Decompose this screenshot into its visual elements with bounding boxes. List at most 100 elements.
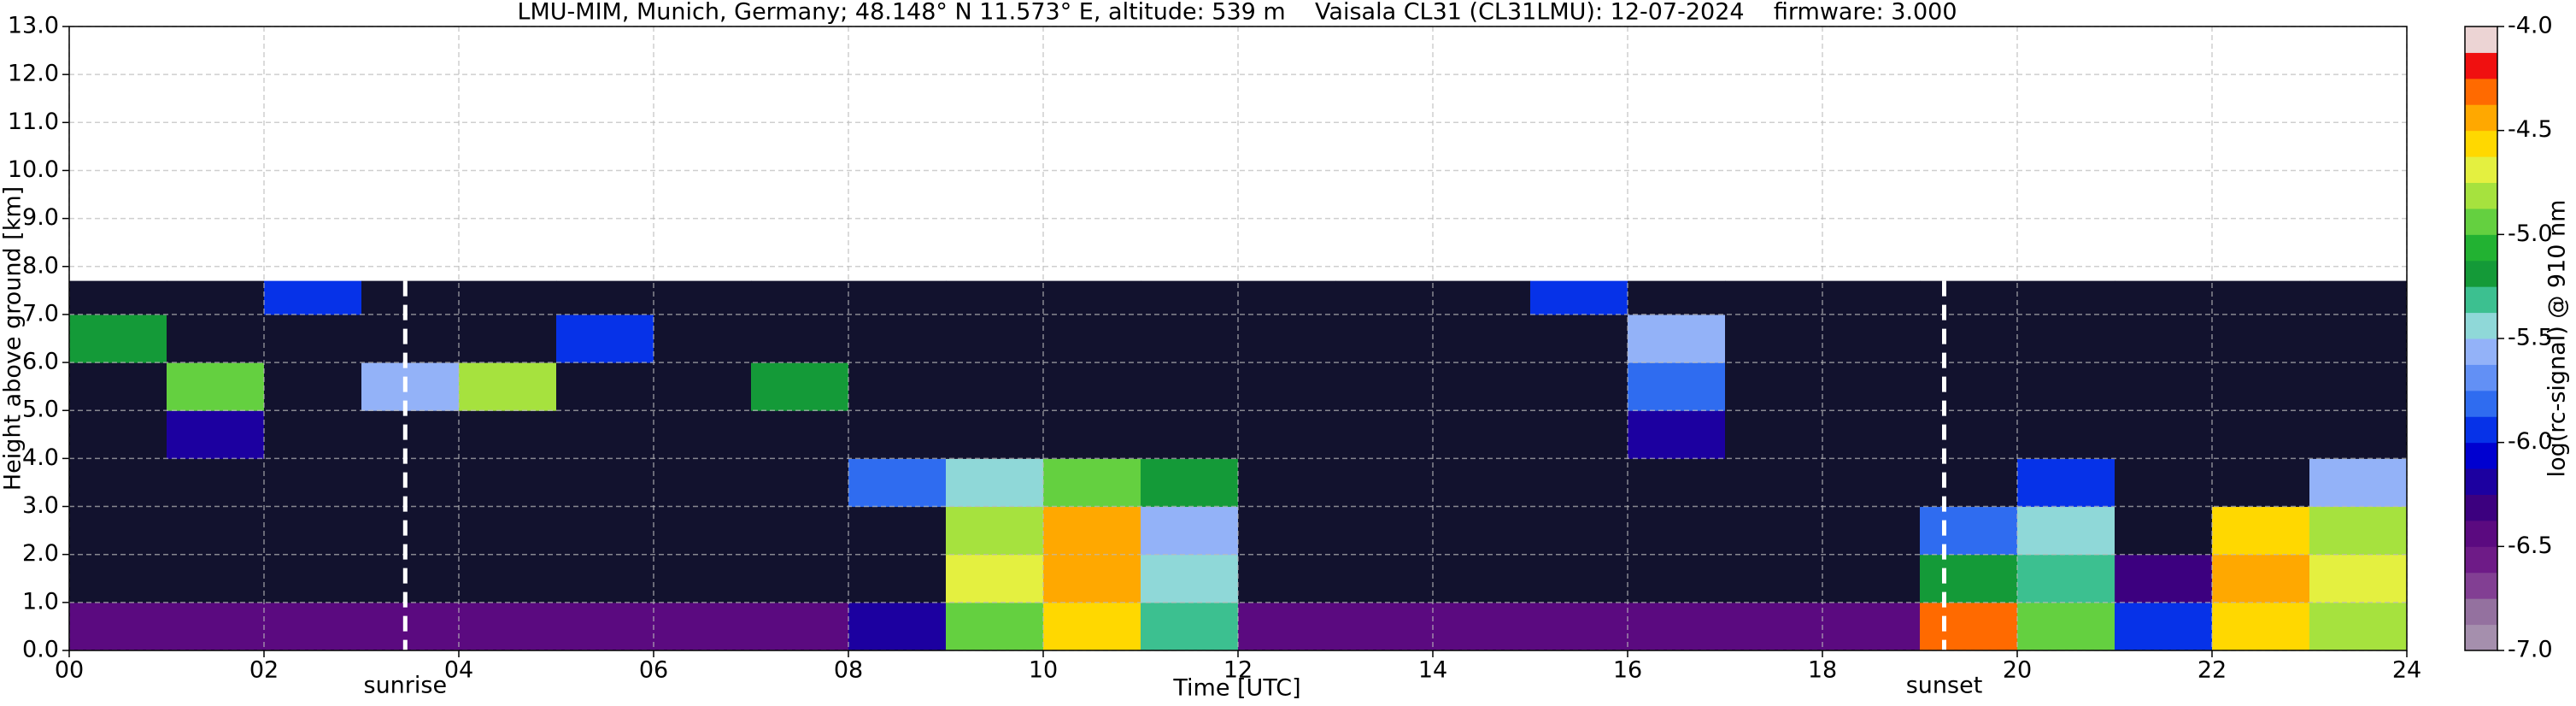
heatmap-cell bbox=[2017, 506, 2115, 556]
heatmap-cell bbox=[1141, 410, 1239, 459]
heatmap-cell bbox=[361, 602, 460, 651]
heatmap-cell bbox=[1238, 602, 1336, 651]
colorbar-tick-label: -5.5 bbox=[2508, 325, 2553, 351]
heatmap-cell bbox=[2017, 554, 2115, 603]
x-tick-label: 16 bbox=[1613, 657, 1642, 684]
x-axis-label: Time [UTC] bbox=[1172, 675, 1300, 702]
heatmap-cell bbox=[1433, 410, 1531, 459]
heatmap-cell bbox=[946, 554, 1044, 603]
heatmap-cell bbox=[69, 506, 167, 556]
heatmap-cell bbox=[1920, 554, 2018, 603]
heatmap-cell bbox=[1822, 314, 1921, 363]
heatmap-cell bbox=[1433, 458, 1531, 508]
heatmap-cell bbox=[848, 554, 947, 603]
y-tick-label: 11.0 bbox=[8, 109, 59, 135]
heatmap-cell bbox=[1141, 506, 1239, 556]
heatmap-cell bbox=[751, 458, 849, 508]
heatmap-cell bbox=[459, 362, 557, 411]
colorbar-segment bbox=[2465, 416, 2497, 444]
heatmap-cell bbox=[751, 410, 849, 459]
heatmap-cell bbox=[1530, 362, 1628, 411]
heatmap-cell bbox=[1530, 410, 1628, 459]
heatmap-cell bbox=[1238, 362, 1336, 411]
heatmap-cell bbox=[264, 410, 362, 459]
heatmap-cell bbox=[1238, 554, 1336, 603]
heatmap-cell bbox=[556, 602, 654, 651]
y-tick-label: 12.0 bbox=[8, 61, 59, 87]
colorbar-label: log(rc-signal) @ 910 nm bbox=[2544, 200, 2571, 478]
heatmap-cell bbox=[1920, 602, 2018, 651]
heatmap-cell bbox=[361, 506, 460, 556]
heatmap-cell bbox=[2115, 280, 2213, 315]
y-tick-label: 7.0 bbox=[22, 300, 59, 327]
heatmap-cell bbox=[848, 458, 947, 508]
heatmap-cell bbox=[2309, 362, 2408, 411]
colorbar-segment bbox=[2465, 598, 2497, 626]
heatmap-cell bbox=[946, 602, 1044, 651]
heatmap-cell bbox=[1822, 410, 1921, 459]
heatmap-cell bbox=[1433, 602, 1531, 651]
chart-title: LMU-MIM, Munich, Germany; 48.148° N 11.5… bbox=[517, 0, 1957, 26]
x-tick-label: 12 bbox=[1223, 657, 1253, 684]
heatmap-cell bbox=[1043, 280, 1141, 315]
heatmap-cell bbox=[167, 362, 265, 411]
heatmap-cell bbox=[1141, 280, 1239, 315]
heatmap-cell bbox=[69, 280, 167, 315]
heatmap-cell bbox=[1238, 410, 1336, 459]
heatmap-cell bbox=[1725, 506, 1823, 556]
heatmap-cell bbox=[2115, 554, 2213, 603]
y-tick-label: 5.0 bbox=[22, 397, 59, 423]
heatmap-cell bbox=[2212, 458, 2310, 508]
heatmap-cell bbox=[2115, 314, 2213, 363]
heatmap-cell bbox=[1628, 314, 1726, 363]
heatmap-cell bbox=[556, 506, 654, 556]
colorbar-segment bbox=[2465, 390, 2497, 417]
heatmap-cell bbox=[1628, 280, 1726, 315]
heatmap-cell bbox=[167, 602, 265, 651]
heatmap-cell bbox=[361, 280, 460, 315]
heatmap-cell bbox=[1335, 410, 1434, 459]
heatmap-cell bbox=[848, 362, 947, 411]
y-tick-label: 2.0 bbox=[22, 540, 59, 567]
heatmap-cell bbox=[2212, 506, 2310, 556]
heatmap-cell bbox=[2017, 458, 2115, 508]
colorbar-segment bbox=[2465, 364, 2497, 391]
x-tick-label: 06 bbox=[639, 657, 668, 684]
heatmap-cell bbox=[1822, 554, 1921, 603]
heatmap-cell bbox=[2115, 602, 2213, 651]
heatmap-cell bbox=[1141, 602, 1239, 651]
heatmap-cell bbox=[1335, 362, 1434, 411]
y-axis-label: Height above ground [km] bbox=[0, 186, 26, 491]
plot-frame bbox=[68, 26, 2408, 651]
heatmap-cell bbox=[264, 458, 362, 508]
x-tick-label: 14 bbox=[1418, 657, 1447, 684]
heatmap-cell bbox=[459, 506, 557, 556]
heatmap-cell bbox=[1920, 506, 2018, 556]
colorbar-tick-label: -7.0 bbox=[2508, 637, 2553, 663]
heatmap-cell bbox=[1920, 410, 2018, 459]
heatmap-cell bbox=[1822, 280, 1921, 315]
y-tick-label: 13.0 bbox=[8, 13, 59, 39]
heatmap-cell bbox=[1530, 458, 1628, 508]
heatmap-cell bbox=[264, 314, 362, 363]
heatmap-cell bbox=[1335, 506, 1434, 556]
colorbar-segment bbox=[2465, 624, 2497, 651]
heatmap-cell bbox=[654, 314, 752, 363]
heatmap-cell bbox=[654, 458, 752, 508]
heatmap-cell bbox=[1628, 506, 1726, 556]
heatmap-cell bbox=[2212, 280, 2310, 315]
colorbar-segment bbox=[2465, 546, 2497, 574]
heatmap-cell bbox=[1433, 362, 1531, 411]
heatmap-cell bbox=[361, 410, 460, 459]
heatmap-cell bbox=[946, 458, 1044, 508]
annotation-label: sunset bbox=[1906, 673, 1983, 699]
x-tick-label: 10 bbox=[1029, 657, 1058, 684]
heatmap-cell bbox=[1725, 602, 1823, 651]
y-tick-label: 9.0 bbox=[22, 204, 59, 231]
heatmap-cell bbox=[1920, 362, 2018, 411]
heatmap-cell bbox=[848, 280, 947, 315]
heatmap-cell bbox=[751, 602, 849, 651]
heatmap-cell bbox=[556, 458, 654, 508]
x-tick-label: 20 bbox=[2003, 657, 2032, 684]
heatmap-cell bbox=[459, 314, 557, 363]
